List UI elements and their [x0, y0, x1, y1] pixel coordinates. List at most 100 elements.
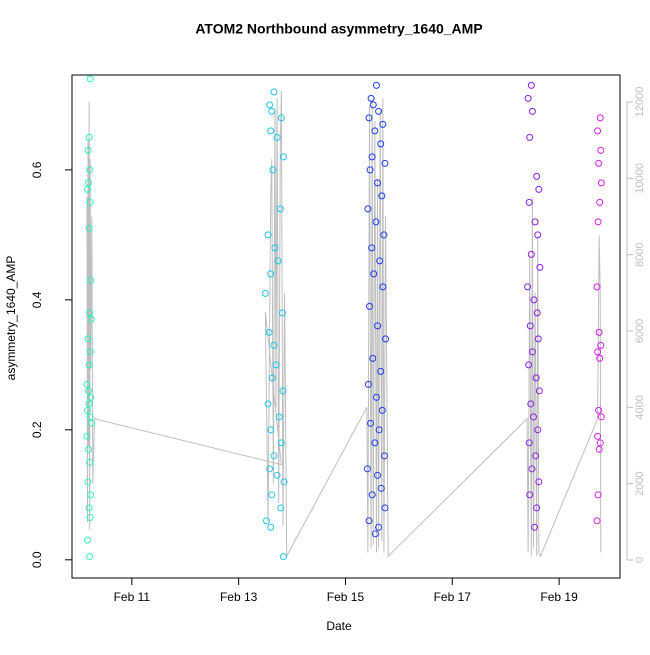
- data-point: [85, 133, 93, 141]
- data-point: [530, 296, 538, 304]
- data-point: [536, 263, 544, 271]
- data-point: [85, 504, 93, 512]
- data-point: [276, 205, 284, 213]
- data-point: [526, 322, 534, 330]
- data-point: [85, 387, 93, 395]
- y2-tick-label: 4000: [634, 395, 646, 419]
- data-point: [266, 465, 274, 473]
- data-point: [380, 231, 388, 239]
- data-point: [267, 523, 275, 531]
- data-point: [371, 127, 379, 135]
- data-point: [525, 439, 533, 447]
- data-point: [267, 127, 275, 135]
- x-tick-label: Feb 13: [220, 590, 258, 604]
- data-point: [277, 114, 285, 122]
- data-point: [273, 471, 281, 479]
- data-point: [83, 432, 91, 440]
- data-point: [280, 553, 288, 561]
- data-point: [597, 341, 605, 349]
- data-point: [366, 302, 374, 310]
- y-tick-label: 0.2: [30, 421, 44, 438]
- data-point: [528, 465, 536, 473]
- data-point: [529, 413, 537, 421]
- data-point: [597, 179, 605, 187]
- data-point: [594, 127, 602, 135]
- data-point: [83, 185, 91, 193]
- data-point: [593, 517, 601, 525]
- x-tick-label: Feb 17: [434, 590, 472, 604]
- data-point: [594, 218, 602, 226]
- data-point: [595, 445, 603, 453]
- data-point: [371, 439, 379, 447]
- data-point: [594, 491, 602, 499]
- data-point: [272, 361, 280, 369]
- data-point: [377, 140, 385, 148]
- data-point: [86, 514, 94, 522]
- data-point: [372, 393, 380, 401]
- data-point: [527, 400, 535, 408]
- data-point: [597, 146, 605, 154]
- data-point: [532, 374, 540, 382]
- data-point: [374, 179, 382, 187]
- data-point: [374, 322, 382, 330]
- data-point: [266, 101, 274, 109]
- y-tick-label: 0.0: [30, 551, 44, 568]
- plot-box: [71, 74, 621, 579]
- data-point: [280, 478, 288, 486]
- data-point: [367, 94, 375, 102]
- data-point: [524, 94, 532, 102]
- data-point: [379, 283, 387, 291]
- y-tick-label: 0.6: [30, 161, 44, 178]
- data-point: [87, 315, 95, 323]
- data-point: [532, 452, 540, 460]
- data-point: [275, 413, 283, 421]
- data-point: [85, 224, 93, 232]
- y-axis-label: asymmetry_1640_AMP: [4, 256, 18, 381]
- data-point: [524, 283, 532, 291]
- data-point: [265, 328, 273, 336]
- data-point: [365, 114, 373, 122]
- data-point: [378, 406, 386, 414]
- data-point: [277, 439, 285, 447]
- x-axis-label: Date: [326, 619, 352, 633]
- data-point: [86, 553, 94, 561]
- data-point: [534, 335, 542, 343]
- data-point: [377, 484, 385, 492]
- data-point: [375, 107, 383, 115]
- data-point: [594, 348, 602, 356]
- y-tick-label: 0.4: [30, 291, 44, 308]
- data-point: [371, 530, 379, 538]
- data-point: [527, 250, 535, 258]
- data-point: [527, 81, 535, 89]
- data-point: [278, 309, 286, 317]
- data-point: [274, 257, 282, 265]
- data-point: [370, 270, 378, 278]
- data-point: [368, 244, 376, 252]
- data-point: [535, 185, 543, 193]
- data-point: [372, 81, 380, 89]
- data-point: [534, 426, 542, 434]
- data-point: [596, 439, 604, 447]
- data-point: [269, 166, 277, 174]
- data-point: [261, 289, 269, 297]
- x-tick-label: Feb 15: [327, 590, 365, 604]
- data-point: [87, 276, 95, 284]
- data-point: [596, 198, 604, 206]
- data-point: [270, 341, 278, 349]
- data-point: [264, 400, 272, 408]
- data-point: [526, 133, 534, 141]
- y2-line: [86, 90, 602, 558]
- data-point: [264, 231, 272, 239]
- data-point: [86, 198, 94, 206]
- data-point: [85, 400, 93, 408]
- data-point: [262, 517, 270, 525]
- data-point: [85, 361, 93, 369]
- chart-title: ATOM2 Northbound asymmetry_1640_AMP: [195, 21, 482, 37]
- data-point: [596, 354, 604, 362]
- data-point: [280, 153, 288, 161]
- data-point: [367, 419, 375, 427]
- data-point: [535, 478, 543, 486]
- data-point: [86, 413, 94, 421]
- data-point: [369, 101, 377, 109]
- data-point: [381, 159, 389, 167]
